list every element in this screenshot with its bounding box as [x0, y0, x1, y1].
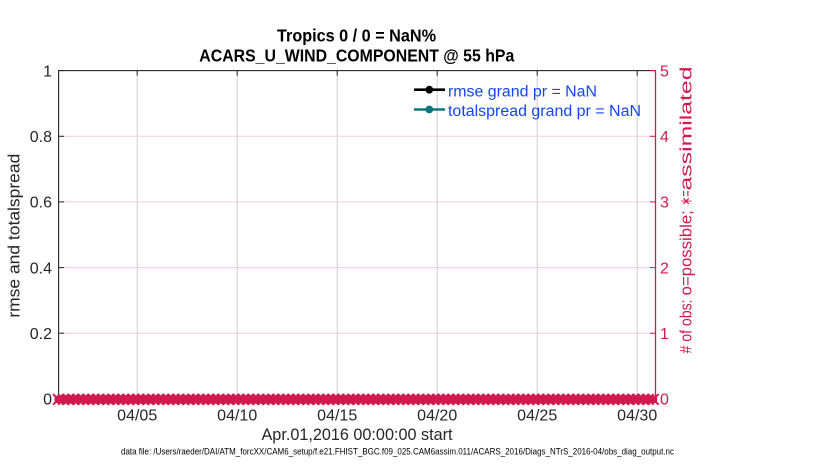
svg-text:04/30: 04/30 — [617, 407, 657, 424]
svg-text:ACARS_U_WIND_COMPONENT @ 55 hP: ACARS_U_WIND_COMPONENT @ 55 hPa — [199, 45, 514, 65]
svg-text:0.4: 0.4 — [30, 260, 52, 277]
svg-text:0.8: 0.8 — [30, 129, 52, 146]
svg-text:04/15: 04/15 — [317, 407, 357, 424]
svg-text:0: 0 — [660, 392, 669, 409]
svg-text:Apr.01,2016 00:00:00 start: Apr.01,2016 00:00:00 start — [262, 425, 453, 444]
svg-text:totalspread grand pr = NaN: totalspread grand pr = NaN — [448, 103, 641, 120]
svg-text:1: 1 — [43, 63, 52, 80]
svg-text:3: 3 — [660, 195, 669, 212]
svg-text:data file: /Users/raeder/DAI/A: data file: /Users/raeder/DAI/ATM_forcXX/… — [121, 446, 674, 456]
svg-text:rmse grand pr = NaN: rmse grand pr = NaN — [448, 83, 597, 100]
svg-text:rmse and totalspread: rmse and totalspread — [4, 154, 23, 318]
svg-text:0: 0 — [43, 392, 52, 409]
svg-text:04/25: 04/25 — [517, 407, 557, 424]
svg-text:5: 5 — [660, 63, 669, 80]
svg-text:0.2: 0.2 — [30, 326, 52, 343]
svg-text:04/05: 04/05 — [117, 407, 157, 424]
svg-text:# of obs: o=possible; ∗=assimi: # of obs: o=possible; ∗=assimilated — [677, 67, 696, 354]
svg-text:1: 1 — [660, 326, 669, 343]
svg-text:04/20: 04/20 — [417, 407, 457, 424]
svg-text:4: 4 — [660, 129, 669, 146]
svg-text:0.6: 0.6 — [30, 195, 52, 212]
svg-text:Tropics 0 / 0 = NaN%: Tropics 0 / 0 = NaN% — [277, 26, 436, 46]
svg-text:2: 2 — [660, 260, 669, 277]
svg-text:04/10: 04/10 — [217, 407, 257, 424]
